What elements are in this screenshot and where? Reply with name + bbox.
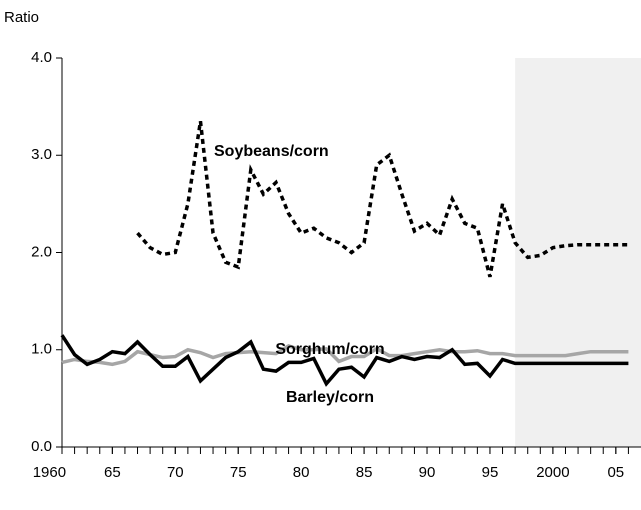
x-tick-label: 1960 <box>33 464 66 481</box>
series-line <box>60 334 629 387</box>
x-tick-label: 80 <box>293 464 310 481</box>
x-tick-label: 65 <box>104 464 121 481</box>
x-tick-label: 2000 <box>536 464 569 481</box>
y-tick-label: 2.0 <box>31 243 52 260</box>
series-label: Soybeans/corn <box>214 143 329 160</box>
y-axis-label: Ratio <box>4 9 39 26</box>
shaded-region <box>515 58 641 447</box>
series-line <box>136 120 629 278</box>
y-tick-label: 4.0 <box>31 49 52 66</box>
x-tick-label: 75 <box>230 464 247 481</box>
x-tick-label: 90 <box>419 464 436 481</box>
series-label: Barley/corn <box>286 389 374 406</box>
x-tick-label: 85 <box>356 464 373 481</box>
y-tick-label: 3.0 <box>31 146 52 163</box>
x-tick-label: 05 <box>607 464 624 481</box>
series-line <box>61 343 629 367</box>
y-tick-label: 1.0 <box>31 341 52 358</box>
y-tick-label: 0.0 <box>31 438 52 455</box>
x-tick-label: 70 <box>167 464 184 481</box>
series-label: Sorghum/corn <box>275 341 384 358</box>
x-tick-label: 95 <box>482 464 499 481</box>
